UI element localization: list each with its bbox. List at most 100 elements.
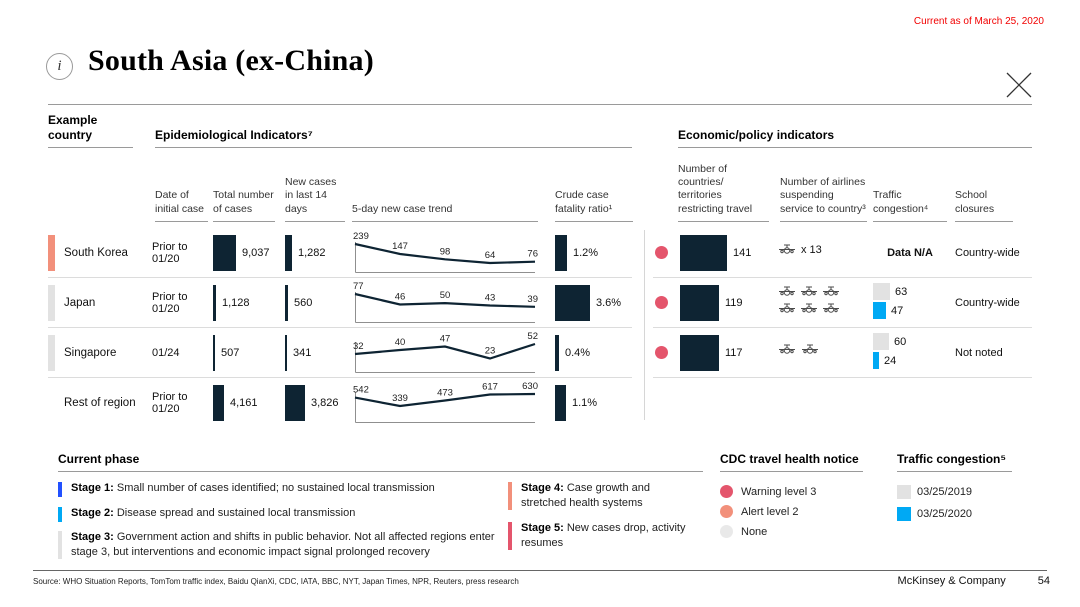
new-cases-value: 560 (294, 297, 313, 309)
cfr-value: 0.4% (565, 347, 591, 359)
airline-suspensions (778, 343, 819, 356)
svg-text:239: 239 (353, 231, 369, 242)
row-separator (653, 377, 1032, 378)
svg-text:98: 98 (440, 246, 451, 257)
page-number: 54 (1037, 575, 1050, 587)
traffic-2019-bar (873, 333, 889, 350)
column-header-date-initial: Date of initial case (155, 152, 208, 222)
cfr-bar (555, 335, 559, 371)
restricting-travel-bar (680, 235, 727, 271)
table-row: Rest of region Prior to 01/20 4,161 3,826 5… (0, 378, 1080, 428)
traffic-2019-value: 63 (895, 285, 908, 298)
warning-level-3-dot (720, 485, 733, 498)
row-separator (48, 327, 632, 328)
total-cases-value: 9,037 (242, 247, 270, 259)
column-group-epidemiological: Epidemiological Indicators⁷ (155, 113, 632, 148)
airplane-icon (823, 303, 839, 313)
close-icon[interactable] (1004, 70, 1034, 100)
legend-cdc-header: CDC travel health notice (720, 452, 859, 466)
svg-text:147: 147 (392, 241, 408, 252)
svg-text:473: 473 (437, 388, 453, 399)
legend-stage-2: Stage 2: Disease spread and sustained lo… (58, 506, 503, 522)
svg-text:52: 52 (527, 331, 538, 342)
info-icon[interactable]: i (46, 53, 73, 80)
svg-text:50: 50 (440, 290, 451, 301)
brand-name: McKinsey & Company (897, 575, 1006, 587)
stage-indicator (48, 335, 55, 371)
date-initial-value: Prior to 01/20 (152, 241, 188, 265)
total-cases-value: 4,161 (230, 397, 258, 409)
table-row: Singapore 01/24 507 341 32 40 47 23 52 0.4% 117 6… (0, 328, 1080, 378)
column-header-traffic: Traffic congestion⁴ (873, 152, 947, 222)
trend-sparkline: 32 40 47 23 52 (353, 331, 538, 373)
trend-sparkline: 542 339 473 617 630 (353, 381, 538, 423)
traffic-2020-swatch (897, 507, 911, 521)
alert-level-2-dot (720, 505, 733, 518)
svg-text:39: 39 (527, 294, 538, 305)
cfr-bar (555, 285, 590, 321)
cfr-value: 1.2% (573, 247, 599, 259)
svg-text:630: 630 (522, 381, 538, 392)
legend-cdc-warning3: Warning level 3 (720, 485, 816, 498)
restricting-travel-bar (680, 335, 719, 371)
column-header-total-cases: Total number of cases (213, 152, 275, 222)
row-separator (653, 327, 1032, 328)
airplane-icon (779, 286, 795, 296)
restricting-travel-value: 119 (725, 297, 743, 309)
column-group-example-country: Example country (48, 113, 133, 148)
airplane-icon (779, 244, 795, 254)
legend-stage-5: Stage 5: New cases drop, activity resume… (508, 521, 698, 550)
svg-text:47: 47 (440, 334, 451, 345)
column-header-trend: 5-day new case trend (352, 152, 538, 222)
column-header-school: School closures (955, 152, 1013, 222)
none-dot (720, 525, 733, 538)
row-separator (48, 377, 632, 378)
legend-stage-4: Stage 4: Case growth and stretched healt… (508, 481, 698, 510)
svg-text:64: 64 (485, 250, 496, 261)
traffic-2020-value: 24 (884, 354, 897, 367)
new-cases-value: 341 (293, 347, 312, 359)
traffic-2019-swatch (897, 485, 911, 499)
cfr-value: 1.1% (572, 397, 598, 409)
legend-traffic-header: Traffic congestion⁵ (897, 452, 1006, 466)
country-label: Japan (64, 297, 96, 309)
table-row: Japan Prior to 01/20 1,128 560 77 46 50 43 39 3.… (0, 278, 1080, 328)
total-cases-bar (213, 235, 236, 271)
stage-indicator (48, 235, 55, 271)
cdc-notice-dot (655, 346, 668, 359)
total-cases-value: 507 (221, 347, 240, 359)
airline-suspensions (778, 285, 848, 315)
legend-cdc-none: None (720, 525, 767, 538)
new-cases-bar (285, 285, 288, 321)
legend-cdc-alert2: Alert level 2 (720, 505, 798, 518)
new-cases-bar (285, 235, 292, 271)
svg-text:617: 617 (482, 382, 498, 393)
column-header-airlines: Number of airlines suspending service to… (780, 152, 867, 222)
date-initial-value: 01/24 (152, 347, 180, 359)
restricting-travel-value: 141 (733, 247, 752, 259)
airplane-icon (779, 303, 795, 313)
title-rule (48, 104, 1032, 105)
airplane-icon (779, 344, 795, 354)
traffic-2020-value: 47 (891, 304, 904, 317)
date-initial-value: Prior to 01/20 (152, 391, 188, 415)
cfr-bar (555, 385, 566, 421)
column-group-economic: Economic/policy indicators (678, 113, 1032, 148)
total-cases-bar (213, 285, 216, 321)
legend-rule (720, 471, 863, 472)
airplane-icon (801, 303, 817, 313)
table-row: South Korea Prior to 01/20 9,037 1,282 239 1… (0, 228, 1080, 278)
traffic-2019-value: 60 (894, 335, 907, 348)
traffic-na-label: Data N/A (887, 247, 933, 259)
section-divider (644, 230, 645, 420)
traffic-2020-bar (873, 352, 879, 369)
legend-stage-1: Stage 1: Small number of cases identifie… (58, 481, 503, 497)
legend-traffic-2019: 03/25/2019 (897, 485, 972, 499)
page-title: South Asia (ex-China) (88, 44, 374, 77)
cfr-value: 3.6% (596, 297, 622, 309)
country-label: Rest of region (64, 397, 136, 409)
footer-rule (33, 570, 1047, 571)
trend-sparkline: 239 147 98 64 76 (353, 231, 538, 273)
